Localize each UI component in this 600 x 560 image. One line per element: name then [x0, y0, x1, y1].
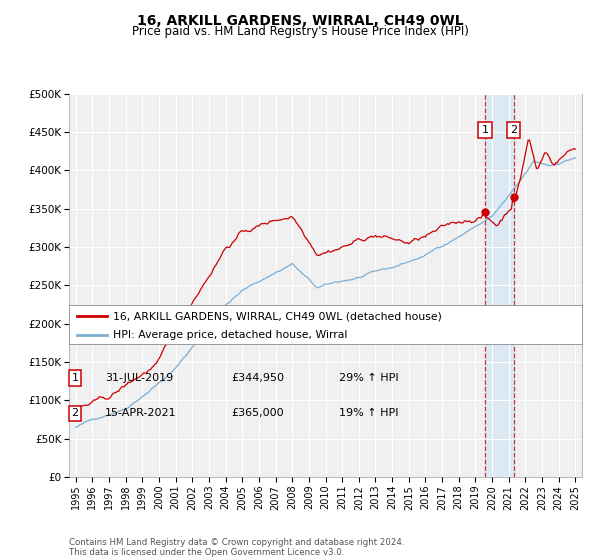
- Text: 29% ↑ HPI: 29% ↑ HPI: [339, 373, 398, 383]
- Text: 2: 2: [510, 125, 517, 135]
- Text: £365,000: £365,000: [231, 408, 284, 418]
- Text: 16, ARKILL GARDENS, WIRRAL, CH49 0WL: 16, ARKILL GARDENS, WIRRAL, CH49 0WL: [137, 14, 463, 28]
- Text: 2: 2: [71, 408, 79, 418]
- Bar: [485, 94, 514, 477]
- Text: Price paid vs. HM Land Registry's House Price Index (HPI): Price paid vs. HM Land Registry's House …: [131, 25, 469, 38]
- Text: 19% ↑ HPI: 19% ↑ HPI: [339, 408, 398, 418]
- Text: 31-JUL-2019: 31-JUL-2019: [105, 373, 173, 383]
- Text: £344,950: £344,950: [231, 373, 284, 383]
- Text: HPI: Average price, detached house, Wirral: HPI: Average price, detached house, Wirr…: [113, 330, 347, 339]
- Text: Contains HM Land Registry data © Crown copyright and database right 2024.
This d: Contains HM Land Registry data © Crown c…: [69, 538, 404, 557]
- Text: 1: 1: [482, 125, 488, 135]
- Text: 16, ARKILL GARDENS, WIRRAL, CH49 0WL (detached house): 16, ARKILL GARDENS, WIRRAL, CH49 0WL (de…: [113, 311, 442, 321]
- Text: 15-APR-2021: 15-APR-2021: [105, 408, 176, 418]
- Text: 1: 1: [71, 373, 79, 383]
